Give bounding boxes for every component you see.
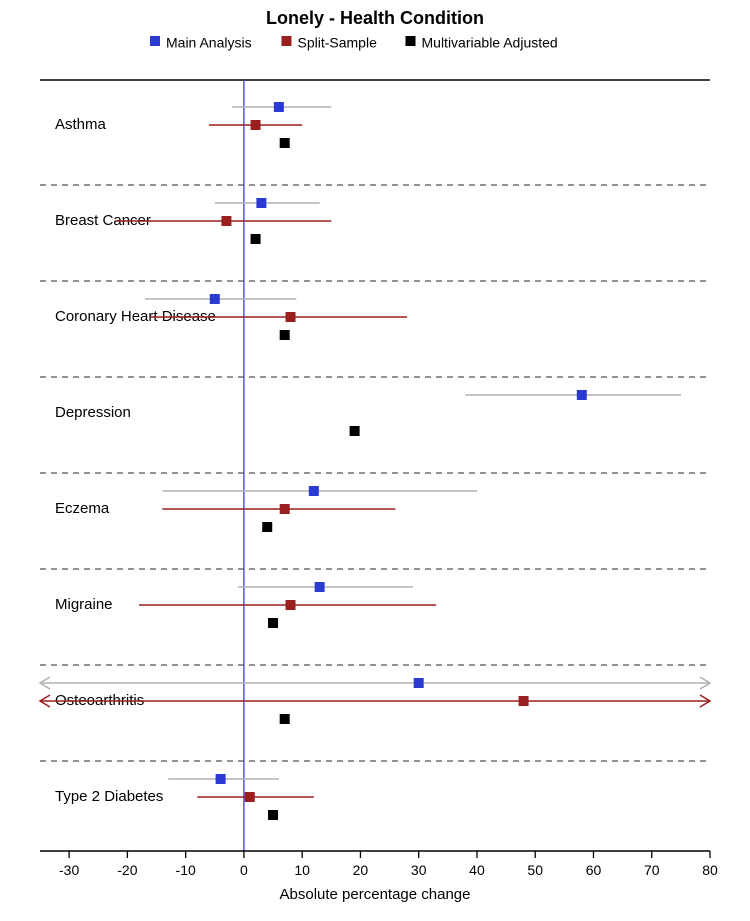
point-marker [268, 618, 278, 628]
point-marker [245, 792, 255, 802]
point-marker [286, 600, 296, 610]
x-tick-label: 70 [644, 862, 660, 878]
condition-label: Asthma [55, 116, 107, 133]
condition-label: Depression [55, 404, 131, 421]
point-marker [251, 120, 261, 130]
point-marker [256, 198, 266, 208]
condition-label: Migraine [55, 596, 113, 613]
legend-label: Split-Sample [298, 35, 378, 51]
x-tick-label: 20 [353, 862, 369, 878]
condition-label: Type 2 Diabetes [55, 788, 163, 805]
x-tick-label: -20 [117, 862, 137, 878]
point-marker [251, 234, 261, 244]
x-tick-label: 30 [411, 862, 427, 878]
condition-label: Eczema [55, 500, 110, 517]
x-tick-label: 40 [469, 862, 485, 878]
point-marker [280, 138, 290, 148]
point-marker [414, 678, 424, 688]
point-marker [280, 330, 290, 340]
point-marker [210, 294, 220, 304]
x-axis-label: Absolute percentage change [280, 886, 471, 903]
chart-title: Lonely - Health Condition [266, 8, 484, 28]
legend-label: Main Analysis [166, 35, 252, 51]
point-marker [519, 696, 529, 706]
point-marker [286, 312, 296, 322]
legend-marker [282, 36, 292, 46]
point-marker [309, 486, 319, 496]
legend-marker [150, 36, 160, 46]
point-marker [315, 582, 325, 592]
x-tick-label: -30 [59, 862, 79, 878]
point-marker [216, 774, 226, 784]
forest-plot-container: Lonely - Health Condition Main Analysis Sp… [0, 0, 750, 921]
forest-plot-svg: Lonely - Health Condition Main Analysis Sp… [0, 0, 750, 921]
point-marker [268, 810, 278, 820]
x-tick-label: 10 [294, 862, 310, 878]
legend-label: Multivariable Adjusted [422, 35, 558, 51]
point-marker [280, 504, 290, 514]
x-tick-label: -10 [176, 862, 196, 878]
point-marker [274, 102, 284, 112]
x-tick-label: 60 [586, 862, 602, 878]
point-marker [262, 522, 272, 532]
legend-marker [406, 36, 416, 46]
point-marker [221, 216, 231, 226]
x-tick-label: 50 [527, 862, 543, 878]
point-marker [280, 714, 290, 724]
legend: Main Analysis Split-Sample Multivariable A… [150, 35, 558, 51]
x-tick-label: 0 [240, 862, 248, 878]
point-marker [577, 390, 587, 400]
point-marker [350, 426, 360, 436]
x-tick-label: 80 [702, 862, 718, 878]
